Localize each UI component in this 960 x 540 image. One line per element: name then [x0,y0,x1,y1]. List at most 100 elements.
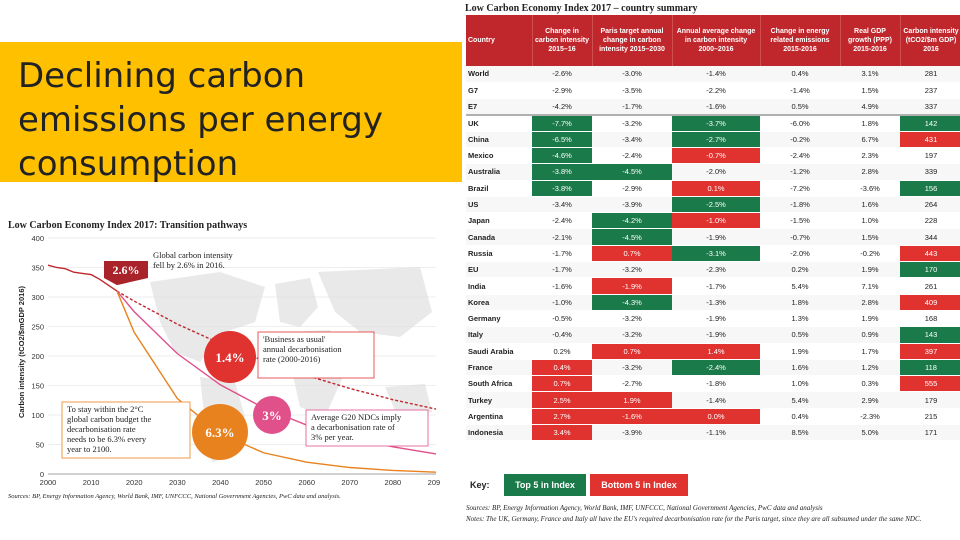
value-cell: 1.5% [840,82,900,100]
slide-title-box: Declining carbon emissions per energy co… [0,42,462,184]
value-cell: 1.8% [840,114,900,132]
value-cell: 443 [900,245,960,263]
value-cell: 0.4% [760,408,840,426]
value-cell: -3.2% [592,326,672,344]
value-cell: -1.8% [672,375,760,393]
y-axis-label: Carbon intensity (tCO2/$mGDP 2016) [17,286,26,418]
table-row: Canada -2.1% -4.5% -1.9% -0.7% 1.5% 344 [466,228,960,246]
column-header: Real GDP growth (PPP) 2015-2016 [840,15,901,66]
value-cell: -3.8% [532,163,592,181]
table-row: Argentina 2.7% -1.6% 0.0% 0.4% -2.3% 215 [466,408,960,426]
value-cell: -7.7% [532,114,592,132]
value-cell: -1.4% [760,82,840,100]
value-cell: -2.1% [532,228,592,246]
value-cell: 344 [900,228,960,246]
table-row: Saudi Arabia 0.2% 0.7% 1.4% 1.9% 1.7% 397 [466,343,960,360]
value-cell: -3.2% [592,310,672,328]
value-cell: 1.8% [760,294,840,311]
annotation-text: Average G20 NDCs imply a decarbonisation … [311,412,402,442]
annotation-badge [204,331,256,383]
table-row: Germany -0.5% -3.2% -1.9% 1.3% 1.9% 168 [466,310,960,328]
column-header: Carbon intensity (tCO2/$m GDP) 2016 [900,15,960,66]
chart-title: Low Carbon Economy Index 2017: Transitio… [8,220,247,231]
value-cell: -4.6% [532,147,592,165]
country-cell: EU [466,261,532,279]
table-row: EU -1.7% -3.2% -2.3% 0.2% 1.9% 170 [466,261,960,279]
value-cell: 1.5% [840,228,900,246]
value-cell: -2.3% [672,261,760,279]
annotation-badge-label: 1.4% [215,350,244,365]
chart-annotation: 1.4% 'Business as usual' annual decarbonis… [204,331,375,383]
key-bottom5: Bottom 5 in Index [590,474,688,496]
annotation-badge [253,396,291,434]
value-cell: 0.4% [760,66,840,83]
value-cell: -3.9% [592,424,672,442]
country-cell: India [466,277,532,295]
value-cell: 2.8% [840,163,900,181]
x-tick-label: 2070 [341,478,358,487]
table-row: Brazil -3.8% -2.9% 0.1% -7.2% -3.6% 156 [466,180,960,197]
value-cell: -3.8% [532,180,592,197]
value-cell: -3.2% [592,261,672,279]
value-cell: 6.7% [840,131,900,148]
value-cell: 0.7% [592,245,672,263]
value-cell: -1.7% [672,277,760,295]
country-cell: Japan [466,212,532,230]
value-cell: -6.0% [760,114,840,132]
column-header: Change in carbon intensity 2015–16 [532,15,593,66]
x-tick-label: 2010 [83,478,100,487]
value-cell: 2.8% [840,294,900,311]
x-tick-label: 2030 [169,478,186,487]
value-cell: 1.4% [672,343,760,360]
annotation-badge-label: 2.6% [113,263,140,277]
map-shape [385,384,432,417]
value-cell: 1.2% [840,359,900,377]
value-cell: 281 [900,66,960,83]
value-cell: 0.2% [760,261,840,279]
value-cell: 4.9% [840,98,900,116]
table-title: Low Carbon Economy Index 2017 – country … [465,3,698,14]
value-cell: 1.9% [592,391,672,409]
value-cell: -2.4% [760,147,840,165]
value-cell: 0.7% [532,375,592,393]
value-cell: 0.2% [532,343,592,360]
value-cell: 2.3% [840,147,900,165]
table-row: France 0.4% -3.2% -2.4% 1.6% 1.2% 118 [466,359,960,377]
value-cell: -3.4% [592,131,672,148]
value-cell: -2.0% [760,245,840,263]
value-cell: -3.5% [592,82,672,100]
value-cell: 0.1% [672,180,760,197]
map-shape [275,278,318,327]
y-tick-label: 250 [31,323,44,332]
table-row: Japan -2.4% -4.2% -1.0% -1.5% 1.0% 228 [466,212,960,230]
value-cell: 431 [900,131,960,148]
country-cell: US [466,196,532,214]
value-cell: 3.4% [532,424,592,442]
table-row: South Africa 0.7% -2.7% -1.8% 1.0% 0.3% 555 [466,375,960,393]
x-tick-label: 2020 [126,478,143,487]
annotation-box [257,331,375,379]
country-cell: World [466,66,532,83]
y-tick-label: 150 [31,382,44,391]
value-cell: -3.7% [672,114,760,132]
country-cell: Australia [466,163,532,181]
value-cell: 171 [900,424,960,442]
table-row: India -1.6% -1.9% -1.7% 5.4% 7.1% 261 [466,277,960,295]
column-header: Country [466,15,533,66]
annotation-text: 'Business as usual' annual decarbonisatio… [263,334,342,364]
value-cell: 237 [900,82,960,100]
x-tick-label: 2050 [255,478,272,487]
value-cell: 2.7% [532,408,592,426]
value-cell: 7.1% [840,277,900,295]
value-cell: -2.3% [840,408,900,426]
value-cell: -2.9% [532,82,592,100]
value-cell: 1.6% [760,359,840,377]
annotation-badge [192,404,248,460]
map-shape [318,267,432,337]
table-row: Australia -3.8% -4.5% -2.0% -1.2% 2.8% 339 [466,163,960,181]
value-cell: -1.9% [672,228,760,246]
value-cell: 0.5% [760,98,840,116]
table-row: Italy -0.4% -3.2% -1.9% 0.5% 0.9% 143 [466,326,960,344]
table-row: E7 -4.2% -1.7% -1.6% 0.5% 4.9% 337 [466,98,960,116]
country-cell: France [466,359,532,377]
